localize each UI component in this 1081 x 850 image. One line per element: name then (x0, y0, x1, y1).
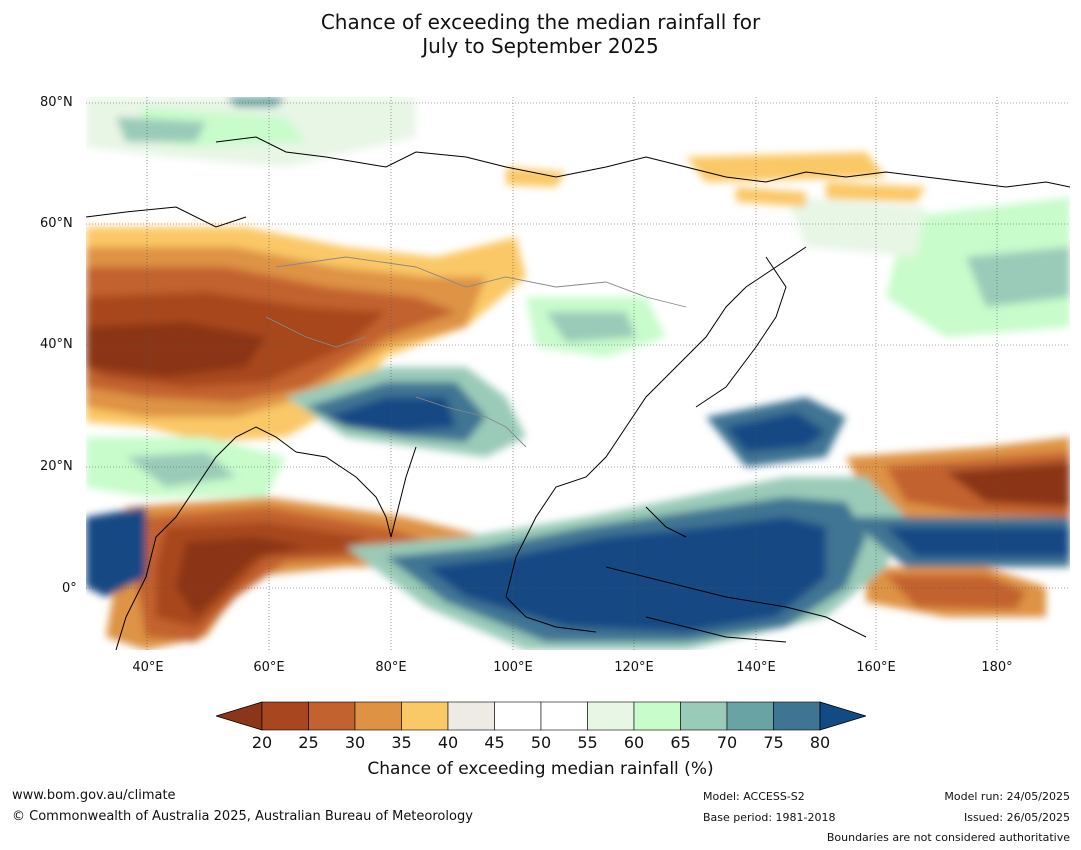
footer-base-period: Base period: 1981-2018 (703, 811, 836, 824)
colorbar-segment (261, 701, 309, 731)
colorbar-tick-label: 60 (623, 733, 645, 752)
lon-label-120e: 120°E (614, 660, 654, 675)
lon-label-100e: 100°E (493, 660, 533, 675)
footer-issued: Issued: 26/05/2025 (963, 811, 1070, 824)
borders (265, 256, 687, 448)
lat-label-40n: 40°N (40, 337, 73, 352)
colorbar-segment (401, 701, 449, 731)
footer-model: Model: ACCESS-S2 (703, 790, 805, 803)
colorbar-segment (726, 701, 774, 731)
footer-copyright: © Commonwealth of Australia 2025, Austra… (12, 809, 473, 824)
lon-label-160e: 160°E (856, 660, 896, 675)
lon-label-180: 180° (981, 660, 1013, 675)
graticule (86, 97, 1070, 650)
lat-label-20n: 20°N (40, 459, 73, 474)
colorbar-segment (354, 701, 402, 731)
coastlines (86, 136, 1070, 650)
colorbar (216, 701, 866, 731)
rainfall-map (86, 97, 1070, 650)
colorbar-tick-label: 30 (344, 733, 366, 752)
chart-title: Chance of exceeding the median rainfall … (0, 10, 1081, 58)
colorbar-segment (494, 701, 542, 731)
colorbar-tick-label: 50 (530, 733, 552, 752)
colorbar-segment (540, 701, 588, 731)
map-svg (86, 97, 1070, 650)
colorbar-segment (633, 701, 681, 731)
footer-url: www.bom.gov.au/climate (12, 788, 176, 803)
colorbar-tick-label: 80 (809, 733, 831, 752)
colorbar-tick-label: 70 (716, 733, 738, 752)
colorbar-tick-label: 20 (251, 733, 273, 752)
lon-label-140e: 140°E (736, 660, 776, 675)
lon-label-80e: 80°E (375, 660, 407, 675)
colorbar-title: Chance of exceeding median rainfall (%) (367, 759, 714, 779)
colorbar-tick-label: 25 (298, 733, 319, 752)
title-line-1: Chance of exceeding the median rainfall … (320, 10, 761, 34)
colorbar-arrow-low (216, 701, 263, 731)
title-line-2: July to September 2025 (422, 34, 659, 58)
footer-model-run: Model run: 24/05/2025 (944, 790, 1070, 803)
lon-label-40e: 40°E (132, 660, 164, 675)
colorbar-segment (773, 701, 821, 731)
lat-label-80n: 80°N (40, 95, 73, 110)
colorbar-tick-label: 65 (670, 733, 691, 752)
lon-label-60e: 60°E (253, 660, 285, 675)
footer-boundaries: Boundaries are not considered authoritat… (826, 831, 1070, 844)
colorbar-tick-label: 35 (391, 733, 412, 752)
colorbar-segment (587, 701, 635, 731)
colorbar-segment (447, 701, 495, 731)
lat-label-0: 0° (62, 581, 77, 596)
colorbar-tick-label: 40 (437, 733, 459, 752)
colorbar-arrow-high (819, 701, 866, 731)
colorbar-segment (308, 701, 356, 731)
colorbar-tick-label: 55 (577, 733, 598, 752)
lat-label-60n: 60°N (40, 216, 73, 231)
colorbar-tick-label: 45 (484, 733, 505, 752)
colorbar-tick-label: 75 (763, 733, 784, 752)
colorbar-segment (680, 701, 728, 731)
